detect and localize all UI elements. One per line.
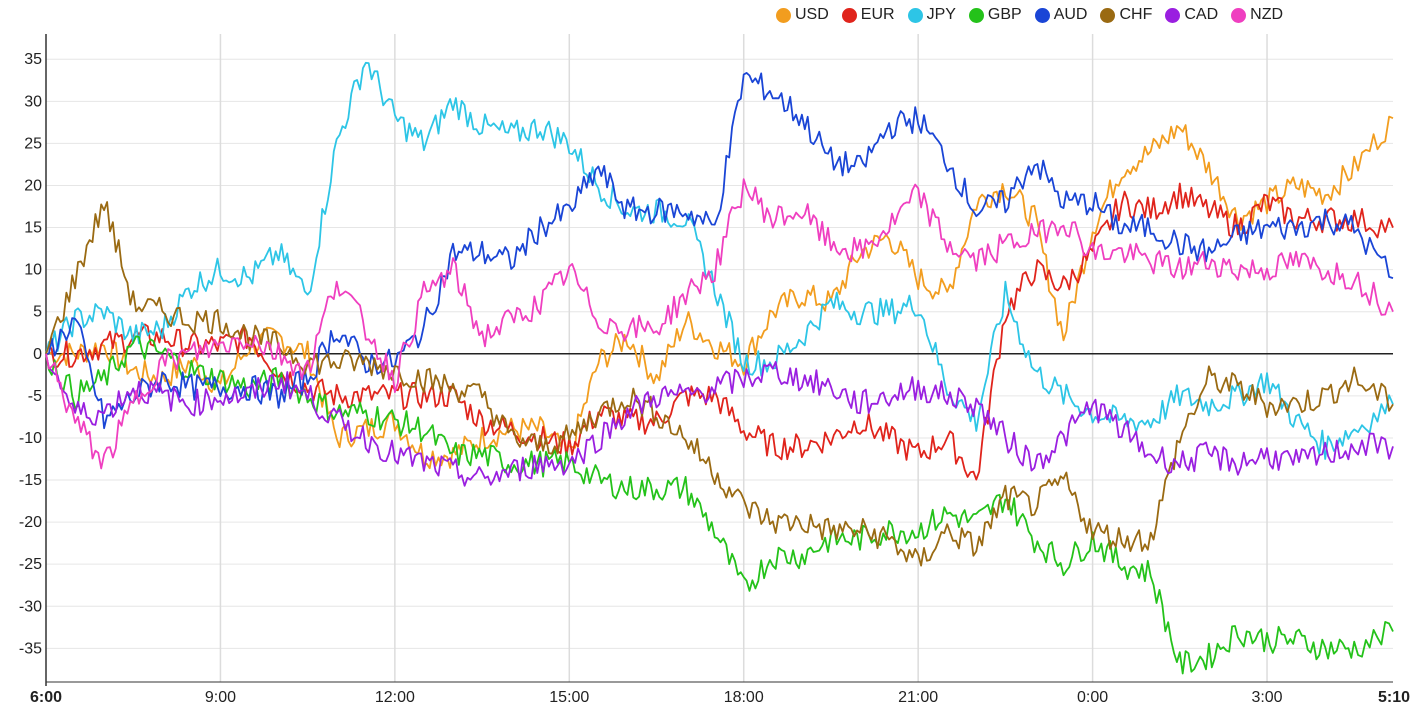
legend-label: USD — [795, 6, 829, 23]
x-tick-label: 12:00 — [375, 689, 415, 706]
series-line-jpy — [45, 61, 1394, 460]
legend-label: CHF — [1119, 6, 1153, 23]
legend-swatch — [841, 7, 857, 23]
legend-item-chf[interactable]: CHF — [1100, 6, 1152, 24]
legend-label: AUD — [1053, 6, 1088, 23]
legend-label: JPY — [926, 6, 956, 23]
series-line-aud — [45, 72, 1394, 430]
legend-item-jpy[interactable]: JPY — [907, 6, 956, 24]
legend-item-gbp[interactable]: GBP — [968, 6, 1022, 24]
legend-swatch — [776, 7, 791, 23]
tick-labels: 35 30 25 20 15 10 5 0 -5 -10 -15 -20 -25 -30 -35 6:00 9:… — [19, 51, 1410, 706]
y-tick-label: 30 — [24, 93, 42, 110]
x-tick-label: 3:00 — [1251, 689, 1282, 706]
legend-label: GBP — [987, 6, 1022, 23]
legend-swatch — [907, 7, 923, 23]
legend-label: NZD — [1250, 6, 1284, 23]
series-lines — [45, 61, 1394, 675]
legend-item-usd[interactable]: USD — [776, 6, 829, 24]
x-tick-label: 0:00 — [1077, 689, 1108, 706]
legend-label: EUR — [860, 6, 895, 23]
x-tick-label: 21:00 — [898, 689, 938, 706]
y-tick-label: -35 — [19, 640, 42, 657]
series-line-cad — [45, 353, 1394, 487]
x-tick-label: 18:00 — [724, 689, 764, 706]
legend-swatch — [1100, 7, 1116, 23]
y-tick-label: 15 — [24, 220, 42, 237]
legend-item-cad[interactable]: CAD — [1165, 6, 1218, 24]
y-tick-label: 10 — [24, 262, 42, 279]
y-tick-label: -25 — [19, 556, 42, 573]
x-tick-label: 6:00 — [30, 689, 62, 706]
y-tick-label: -30 — [19, 598, 42, 615]
y-tick-label: 5 — [33, 304, 42, 321]
y-tick-label: 35 — [24, 51, 42, 68]
axes — [45, 34, 1393, 686]
legend-swatch — [968, 7, 984, 23]
y-tick-label: -5 — [28, 388, 42, 405]
legend-label: CAD — [1184, 6, 1219, 23]
y-tick-label: 20 — [24, 177, 42, 194]
legend-swatch — [1165, 7, 1181, 23]
legend-swatch — [1231, 7, 1247, 23]
series-line-nzd — [45, 178, 1394, 470]
legend-swatch — [1034, 7, 1050, 23]
legend-item-nzd[interactable]: NZD — [1231, 6, 1283, 24]
x-tick-label: 5:10 — [1378, 689, 1410, 706]
legend-item-aud[interactable]: AUD — [1034, 6, 1088, 24]
legend: USD EUR JPY GBP AUD CHF CAD NZD — [776, 4, 1296, 26]
y-tick-label: 0 — [33, 346, 42, 363]
y-tick-label: -20 — [19, 514, 42, 531]
series-line-usd — [45, 115, 1394, 470]
x-tick-label: 9:00 — [205, 689, 236, 706]
y-tick-label: -15 — [19, 472, 42, 489]
y-tick-label: 25 — [24, 135, 42, 152]
grid — [46, 34, 1393, 682]
x-tick-label: 15:00 — [549, 689, 589, 706]
legend-item-eur[interactable]: EUR — [841, 6, 895, 24]
y-tick-label: -10 — [19, 430, 42, 447]
